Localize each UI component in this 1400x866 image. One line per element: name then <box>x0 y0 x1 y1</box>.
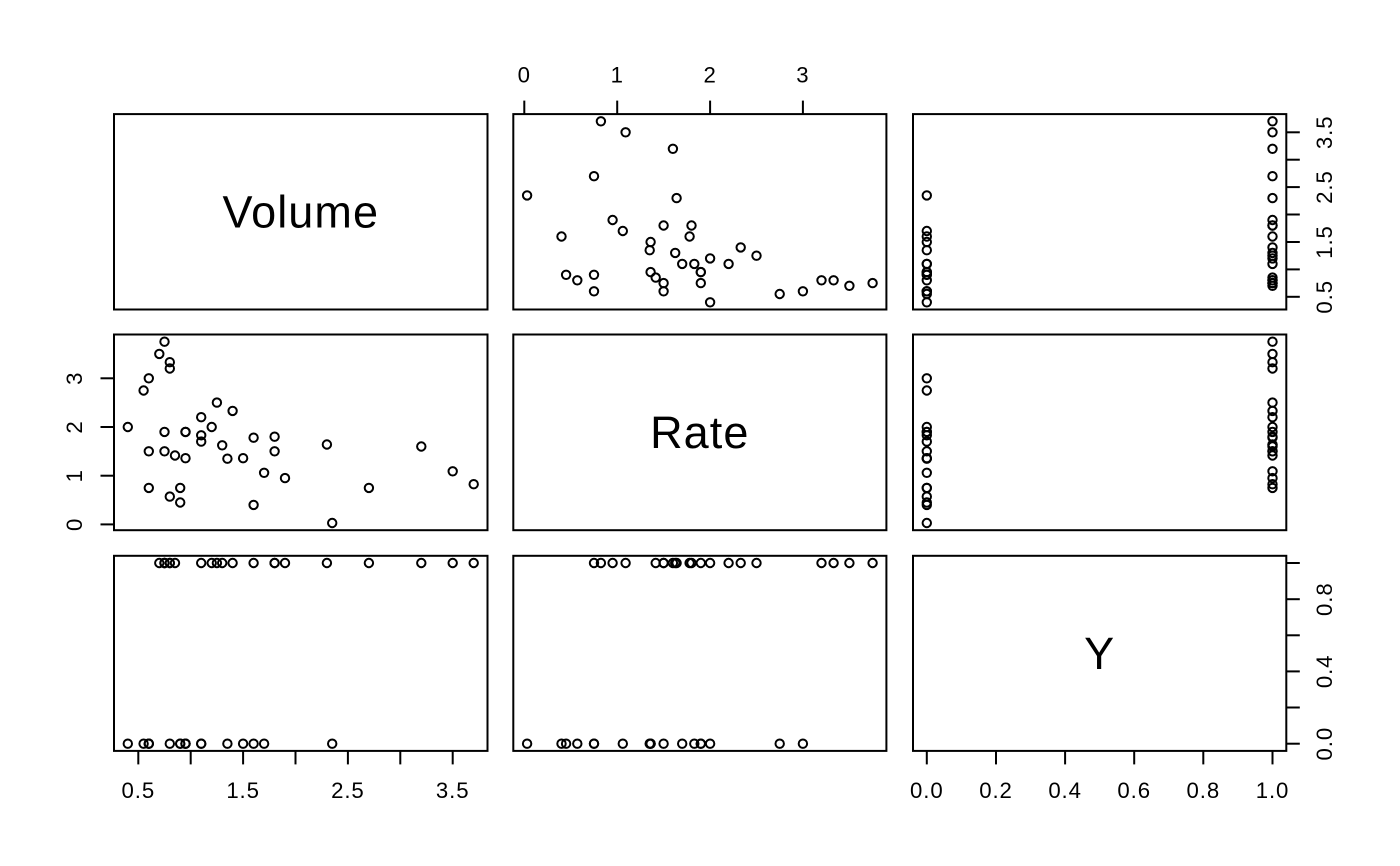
svg-text:1: 1 <box>62 469 87 482</box>
svg-text:Volume: Volume <box>222 186 379 237</box>
svg-text:2: 2 <box>703 62 716 87</box>
svg-text:Y: Y <box>1084 628 1115 679</box>
svg-text:1.0: 1.0 <box>1256 778 1290 803</box>
svg-text:0.8: 0.8 <box>1312 582 1337 616</box>
svg-text:2.5: 2.5 <box>1312 170 1337 204</box>
svg-text:0: 0 <box>518 62 531 87</box>
svg-text:0.0: 0.0 <box>910 778 944 803</box>
svg-text:2.5: 2.5 <box>331 778 365 803</box>
svg-text:0.0: 0.0 <box>1312 727 1337 761</box>
svg-text:0: 0 <box>62 518 87 531</box>
svg-text:3.5: 3.5 <box>436 778 470 803</box>
svg-text:0.6: 0.6 <box>1117 778 1151 803</box>
svg-text:0.2: 0.2 <box>979 778 1013 803</box>
svg-text:3.5: 3.5 <box>1312 116 1337 150</box>
svg-text:1: 1 <box>611 62 624 87</box>
svg-text:1.5: 1.5 <box>226 778 260 803</box>
svg-text:0.5: 0.5 <box>1312 280 1337 314</box>
svg-text:1.5: 1.5 <box>1312 225 1337 259</box>
svg-text:Rate: Rate <box>650 407 749 458</box>
svg-text:3: 3 <box>796 62 809 87</box>
svg-text:0.5: 0.5 <box>122 778 156 803</box>
svg-text:0.4: 0.4 <box>1048 778 1082 803</box>
svg-text:0.8: 0.8 <box>1187 778 1221 803</box>
svg-text:0.4: 0.4 <box>1312 655 1337 689</box>
svg-text:2: 2 <box>62 420 87 433</box>
svg-text:3: 3 <box>62 372 87 385</box>
